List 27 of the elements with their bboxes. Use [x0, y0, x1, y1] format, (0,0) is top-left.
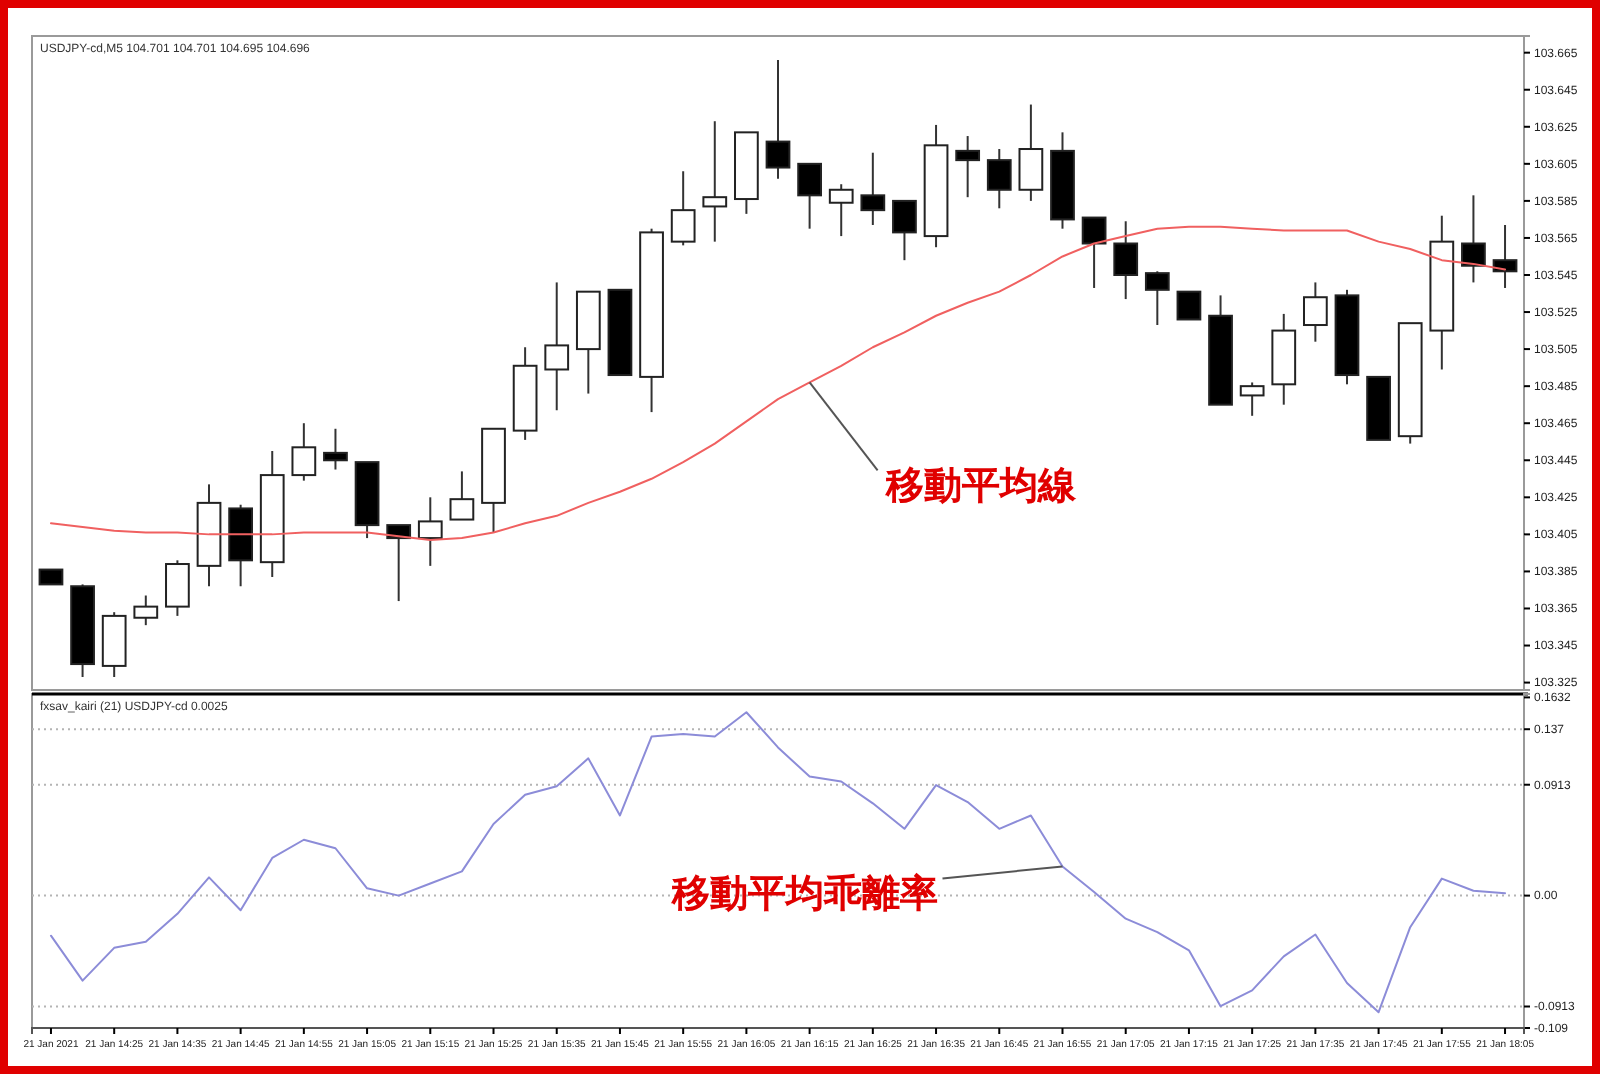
candlestick [892, 199, 917, 262]
annotation: 移動平均乖離率 [670, 872, 939, 917]
line-series [49, 711, 1507, 1014]
candlestick [860, 151, 886, 226]
candlestick [986, 148, 1012, 210]
candlestick [955, 135, 981, 199]
candlestick [449, 470, 475, 521]
candlestick [702, 120, 728, 243]
candlestick [1176, 290, 1202, 321]
candlestick [1302, 281, 1328, 343]
candlestick [797, 162, 822, 230]
candlestick [133, 594, 159, 627]
candlestick [323, 427, 348, 471]
candlestick [1461, 194, 1486, 284]
candlestick [828, 183, 854, 238]
annotation: 移動平均線 [883, 466, 1078, 509]
candlestick [670, 170, 696, 247]
candlestick [1239, 381, 1265, 417]
candlestick [417, 496, 443, 567]
candlestick [1081, 216, 1107, 289]
candlestick [1144, 270, 1170, 327]
candlestick [291, 422, 317, 482]
candlestick [544, 281, 570, 412]
candlestick [1018, 103, 1044, 202]
candlestick [165, 559, 190, 617]
candlestick [765, 59, 791, 180]
candlestick [1113, 220, 1139, 301]
